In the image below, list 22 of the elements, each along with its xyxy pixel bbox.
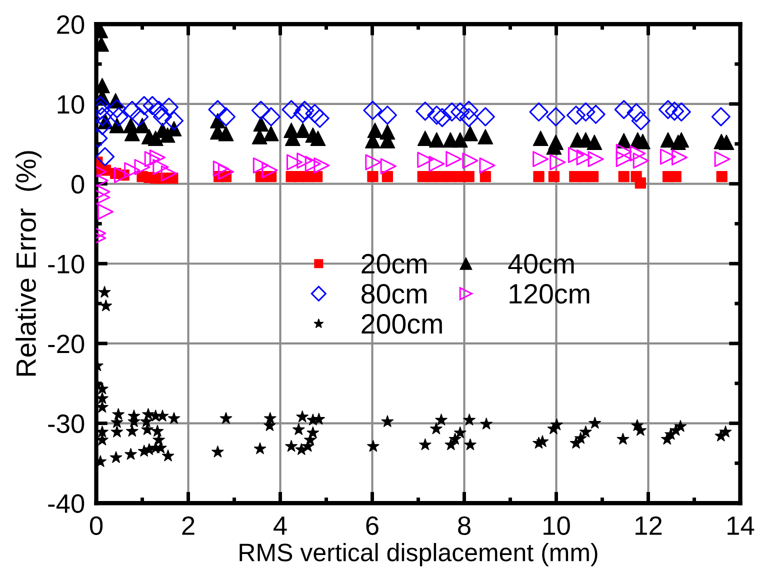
x-tick-label: 4 [274,516,287,535]
x-tick-label: 10 [544,516,570,536]
x-tick-label: 6 [366,516,378,536]
x-tick-label: 2 [182,516,194,535]
y-tick-label: 10 [58,95,84,114]
legend-label: 80cm [362,284,426,304]
legend-label: 200cm [362,314,442,334]
x-tick-label: 0 [90,516,103,536]
y-tick-label: 20 [57,15,84,34]
y-tick-label: -30 [48,414,84,434]
x-tick-label: 8 [458,516,470,536]
x-tick-label: 14 [728,516,754,535]
y-tick-label: -20 [48,334,84,354]
legend-label: 20cm [362,254,426,274]
y-axis-title: Relative Error (%) [16,151,42,376]
legend-label: 120cm [510,284,590,304]
y-tick-label: 0 [72,174,84,194]
x-tick-label: 12 [636,516,662,535]
x-axis-title: RMS vertical displacement (mm) [240,543,598,566]
y-tick-label: -40 [48,494,84,513]
y-tick-label: -10 [48,254,84,274]
legend-label: 40cm [508,254,574,274]
